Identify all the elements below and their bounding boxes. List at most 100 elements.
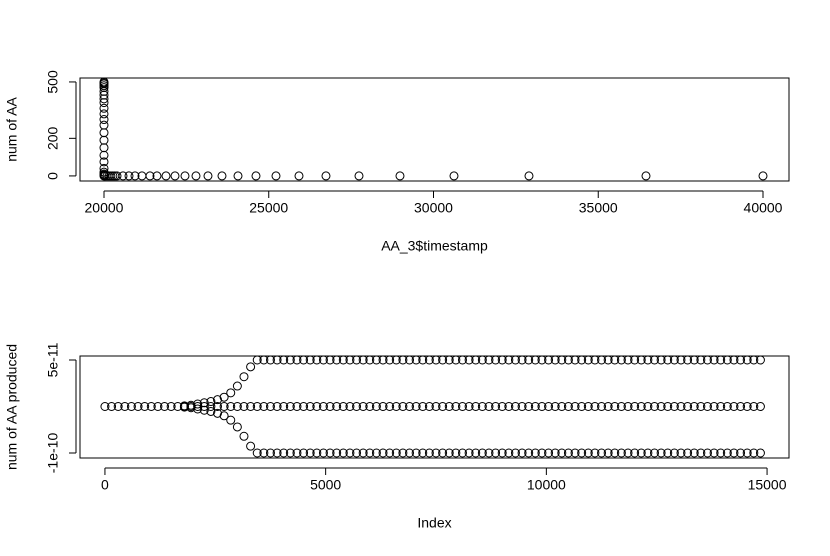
point: [641, 171, 651, 181]
point: [265, 448, 275, 458]
point: [99, 157, 109, 167]
point: [683, 402, 693, 412]
point: [451, 448, 461, 458]
point: [749, 448, 759, 458]
point: [232, 402, 242, 412]
point: [232, 381, 242, 391]
point: [107, 402, 117, 412]
point: [590, 402, 600, 412]
y-tick-label: 200: [45, 126, 61, 150]
point: [577, 402, 587, 412]
point: [504, 448, 514, 458]
point: [696, 402, 706, 412]
point: [544, 355, 554, 365]
point: [259, 402, 269, 412]
x-tick-label: 10000: [527, 477, 566, 493]
point: [696, 355, 706, 365]
point: [557, 355, 567, 365]
x-axis-label: Index: [417, 515, 451, 531]
point: [431, 448, 441, 458]
x-tick-label: 15000: [748, 477, 787, 493]
point: [378, 355, 388, 365]
point: [563, 402, 573, 412]
point: [755, 355, 765, 365]
point: [504, 355, 514, 365]
point: [663, 355, 673, 365]
point: [285, 448, 295, 458]
point: [252, 355, 262, 365]
point: [676, 402, 686, 412]
point: [365, 402, 375, 412]
point: [246, 402, 256, 412]
point: [570, 355, 580, 365]
point: [279, 355, 289, 365]
point: [272, 355, 282, 365]
point: [650, 448, 660, 458]
point: [371, 448, 381, 458]
point: [305, 448, 315, 458]
point: [325, 448, 335, 458]
point: [193, 404, 203, 414]
y-tick-label: 0: [45, 172, 61, 180]
point: [736, 448, 746, 458]
point: [99, 115, 109, 125]
point: [663, 402, 673, 412]
point: [418, 448, 428, 458]
x-axis-label: AA_3$timestamp: [381, 238, 488, 254]
point: [438, 448, 448, 458]
point: [749, 402, 759, 412]
point: [411, 355, 421, 365]
point: [272, 402, 282, 412]
point: [438, 402, 448, 412]
point: [259, 355, 269, 365]
y-axis-label: num of AA: [4, 97, 20, 162]
point: [411, 402, 421, 412]
point: [206, 406, 216, 416]
point: [669, 448, 679, 458]
point: [385, 355, 395, 365]
point: [497, 402, 507, 412]
point: [191, 171, 201, 181]
point: [702, 448, 712, 458]
point: [385, 448, 395, 458]
point: [133, 402, 143, 412]
point: [219, 411, 229, 421]
point: [623, 448, 633, 458]
point: [471, 448, 481, 458]
point: [424, 402, 434, 412]
point: [358, 355, 368, 365]
point: [252, 448, 262, 458]
point: [265, 355, 275, 365]
point: [537, 448, 547, 458]
point: [689, 402, 699, 412]
point: [524, 171, 534, 181]
point: [444, 402, 454, 412]
point: [365, 448, 375, 458]
point: [457, 448, 467, 458]
point: [318, 402, 328, 412]
point: [124, 171, 134, 181]
point: [563, 448, 573, 458]
point: [321, 171, 331, 181]
point: [716, 402, 726, 412]
point: [199, 398, 209, 408]
point: [352, 402, 362, 412]
point: [597, 448, 607, 458]
point: [484, 402, 494, 412]
point: [524, 355, 534, 365]
point: [643, 402, 653, 412]
point: [203, 171, 213, 181]
point: [755, 448, 765, 458]
plot-box: [79, 77, 790, 182]
point: [395, 171, 405, 181]
point: [663, 448, 673, 458]
point: [206, 402, 216, 412]
point: [354, 171, 364, 181]
point: [391, 402, 401, 412]
point: [510, 402, 520, 412]
point: [722, 448, 732, 458]
point: [332, 355, 342, 365]
point: [636, 448, 646, 458]
point: [312, 355, 322, 365]
